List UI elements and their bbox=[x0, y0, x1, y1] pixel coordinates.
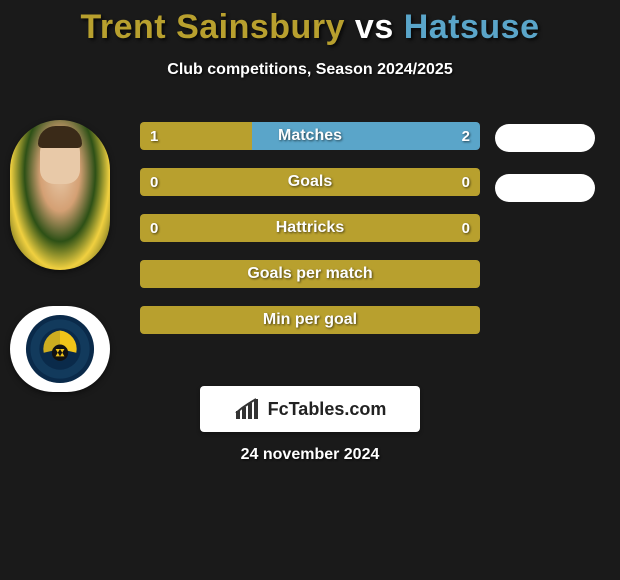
brand-badge: FcTables.com bbox=[200, 386, 420, 432]
bar-value-right: 2 bbox=[462, 122, 470, 150]
bar-segment-left bbox=[140, 168, 480, 196]
bar-value-right: 0 bbox=[462, 214, 470, 242]
date-text: 24 november 2024 bbox=[0, 446, 620, 464]
bar-segment-right bbox=[252, 122, 480, 150]
player2-club-placeholder bbox=[495, 174, 595, 202]
subtitle: Club competitions, Season 2024/2025 bbox=[0, 61, 620, 79]
page-title: Trent Sainsbury vs Hatsuse bbox=[0, 0, 620, 47]
player2-name: Hatsuse bbox=[404, 8, 540, 46]
infographic: Trent Sainsbury vs Hatsuse Club competit… bbox=[0, 0, 620, 580]
stat-bar-min-per-goal: Min per goal bbox=[140, 306, 480, 334]
chart-icon bbox=[234, 397, 262, 421]
bar-segment-left bbox=[140, 214, 480, 242]
player1-name: Trent Sainsbury bbox=[81, 8, 345, 46]
player1-photo bbox=[10, 120, 110, 270]
vs-text: vs bbox=[355, 8, 394, 46]
player2-photo-placeholder bbox=[495, 124, 595, 152]
left-column bbox=[10, 120, 110, 392]
right-column bbox=[490, 124, 600, 202]
bar-value-left: 0 bbox=[150, 168, 158, 196]
brand-text: FcTables.com bbox=[268, 399, 387, 420]
bar-segment-left bbox=[140, 306, 480, 334]
stat-bar-goals: 00Goals bbox=[140, 168, 480, 196]
bar-value-left: 0 bbox=[150, 214, 158, 242]
bar-value-left: 1 bbox=[150, 122, 158, 150]
bar-segment-left bbox=[140, 260, 480, 288]
stat-bar-hattricks: 00Hattricks bbox=[140, 214, 480, 242]
player1-club-logo bbox=[10, 306, 110, 392]
stat-bar-goals-per-match: Goals per match bbox=[140, 260, 480, 288]
stat-bar-matches: 12Matches bbox=[140, 122, 480, 150]
mariners-logo-icon bbox=[23, 312, 97, 386]
bar-value-right: 0 bbox=[462, 168, 470, 196]
comparison-bars: 12Matches00Goals00HattricksGoals per mat… bbox=[140, 122, 480, 334]
